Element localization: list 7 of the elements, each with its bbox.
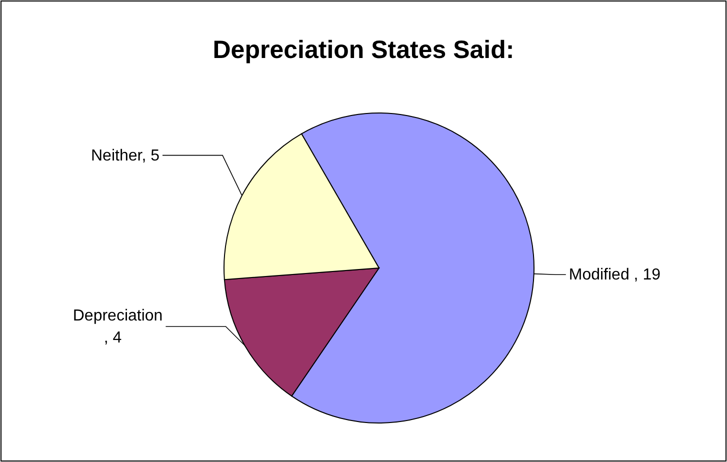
data-label: , 4 [104, 330, 122, 346]
slice-label: Modified [568, 266, 630, 284]
data-label: , 19 [634, 266, 660, 284]
slice-label: Depreciation [72, 308, 163, 324]
data-label: , 5 [142, 147, 160, 164]
chart-title: Depreciation States Said: [212, 36, 514, 64]
slice-label: Neither [91, 147, 142, 164]
